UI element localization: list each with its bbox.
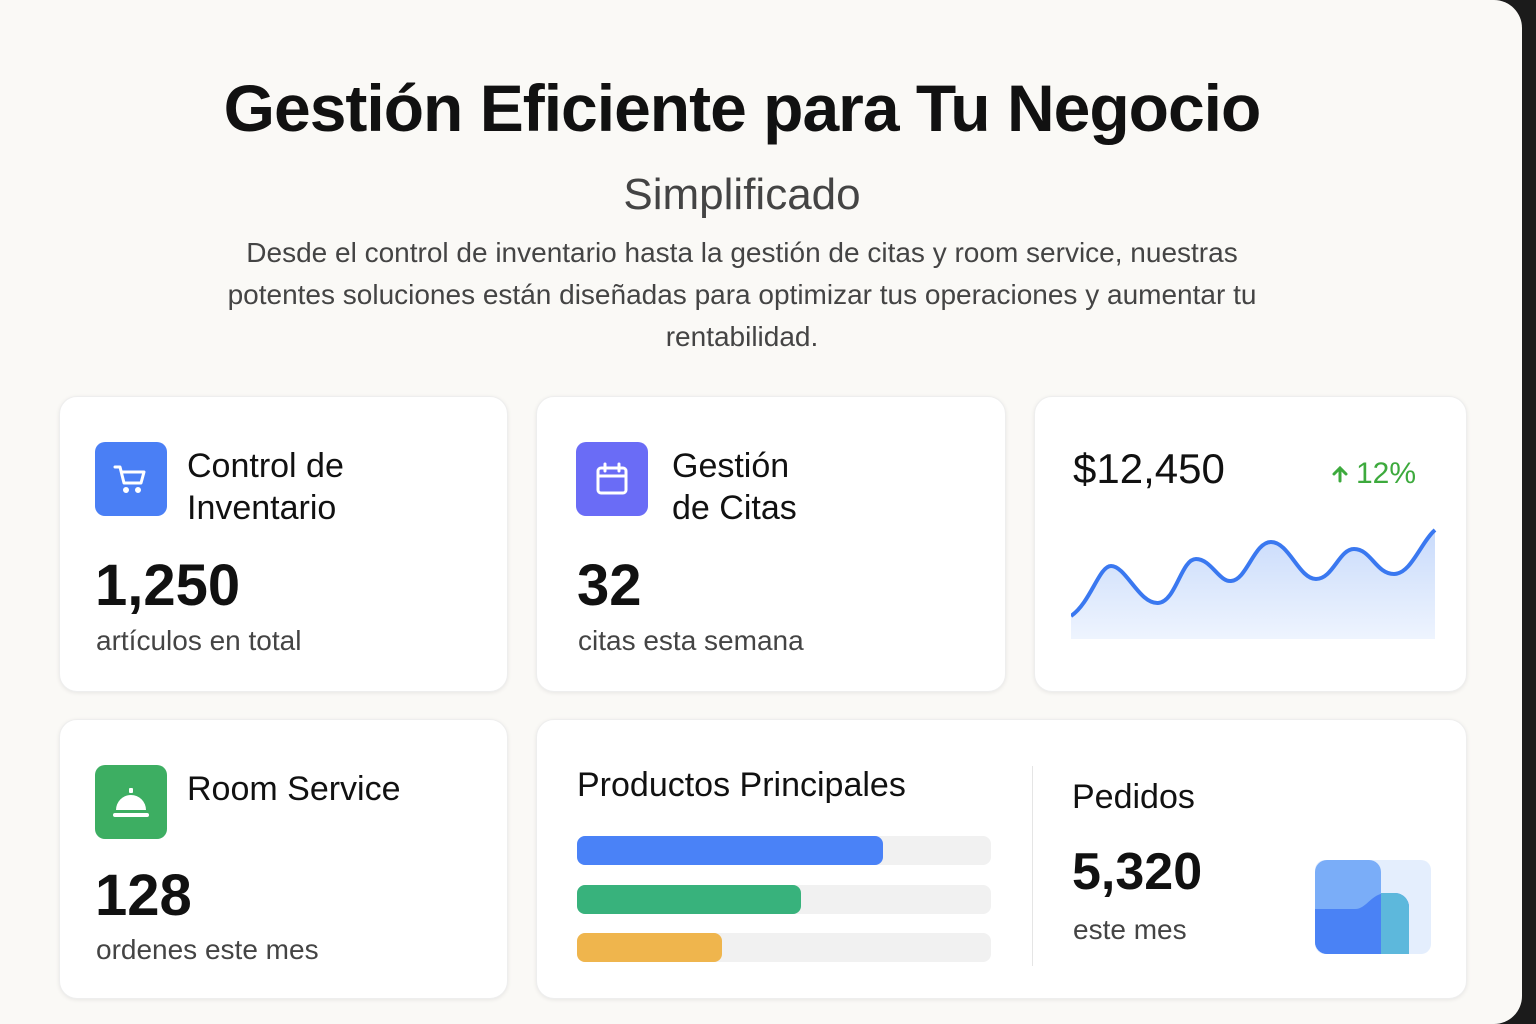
sparkline-area	[1071, 530, 1435, 639]
appointments-label: citas esta semana	[578, 625, 804, 656]
orders-chart-icon	[1315, 860, 1431, 954]
room-service-card[interactable]: Room Service 128 ordenes este mes	[59, 719, 508, 999]
page-description: Desde el control de inventario hasta la …	[227, 237, 1257, 352]
products-title: Productos Principales	[577, 766, 906, 804]
inventory-label: artículos en total	[96, 625, 302, 656]
product-bar-fill	[577, 836, 884, 865]
revenue-value: $12,450	[1073, 445, 1225, 492]
room-service-title: Room Service	[187, 770, 401, 808]
appointments-value: 32	[577, 553, 642, 618]
service-bell-icon	[95, 765, 167, 839]
product-bar-2	[577, 885, 991, 914]
inventory-card[interactable]: Control de Inventario 1,250 artículos en …	[59, 396, 508, 692]
revenue-change: 12%	[1330, 457, 1416, 491]
orders-label: este mes	[1073, 914, 1187, 945]
room-service-value: 128	[95, 863, 192, 928]
revenue-sparkline	[1071, 528, 1437, 639]
shopping-cart-icon	[95, 442, 167, 516]
arrow-up-icon	[1332, 465, 1348, 483]
divider	[1032, 766, 1033, 966]
product-bar-3	[577, 933, 991, 962]
products-orders-card[interactable]: Productos Principales Pedidos 5,320 este…	[536, 719, 1467, 999]
sparkline-line	[1071, 528, 1437, 618]
page-subtitle: Simplificado	[623, 170, 861, 219]
product-bar-fill	[577, 885, 801, 914]
orders-value: 5,320	[1072, 843, 1203, 901]
page-title: Gestión Eficiente para Tu Negocio	[223, 71, 1262, 145]
calendar-icon	[576, 442, 648, 516]
appointments-card[interactable]: Gestión de Citas 32 citas esta semana	[536, 396, 1006, 692]
room-service-label: ordenes este mes	[96, 934, 319, 965]
product-bar-1	[577, 836, 991, 865]
inventory-title: Control de Inventario	[187, 447, 344, 527]
appointments-title: Gestión de Citas	[672, 447, 797, 527]
inventory-value: 1,250	[95, 553, 241, 618]
orders-title: Pedidos	[1072, 778, 1195, 816]
product-bar-fill	[577, 933, 722, 962]
revenue-card[interactable]: $12,450 12%	[1034, 396, 1467, 692]
